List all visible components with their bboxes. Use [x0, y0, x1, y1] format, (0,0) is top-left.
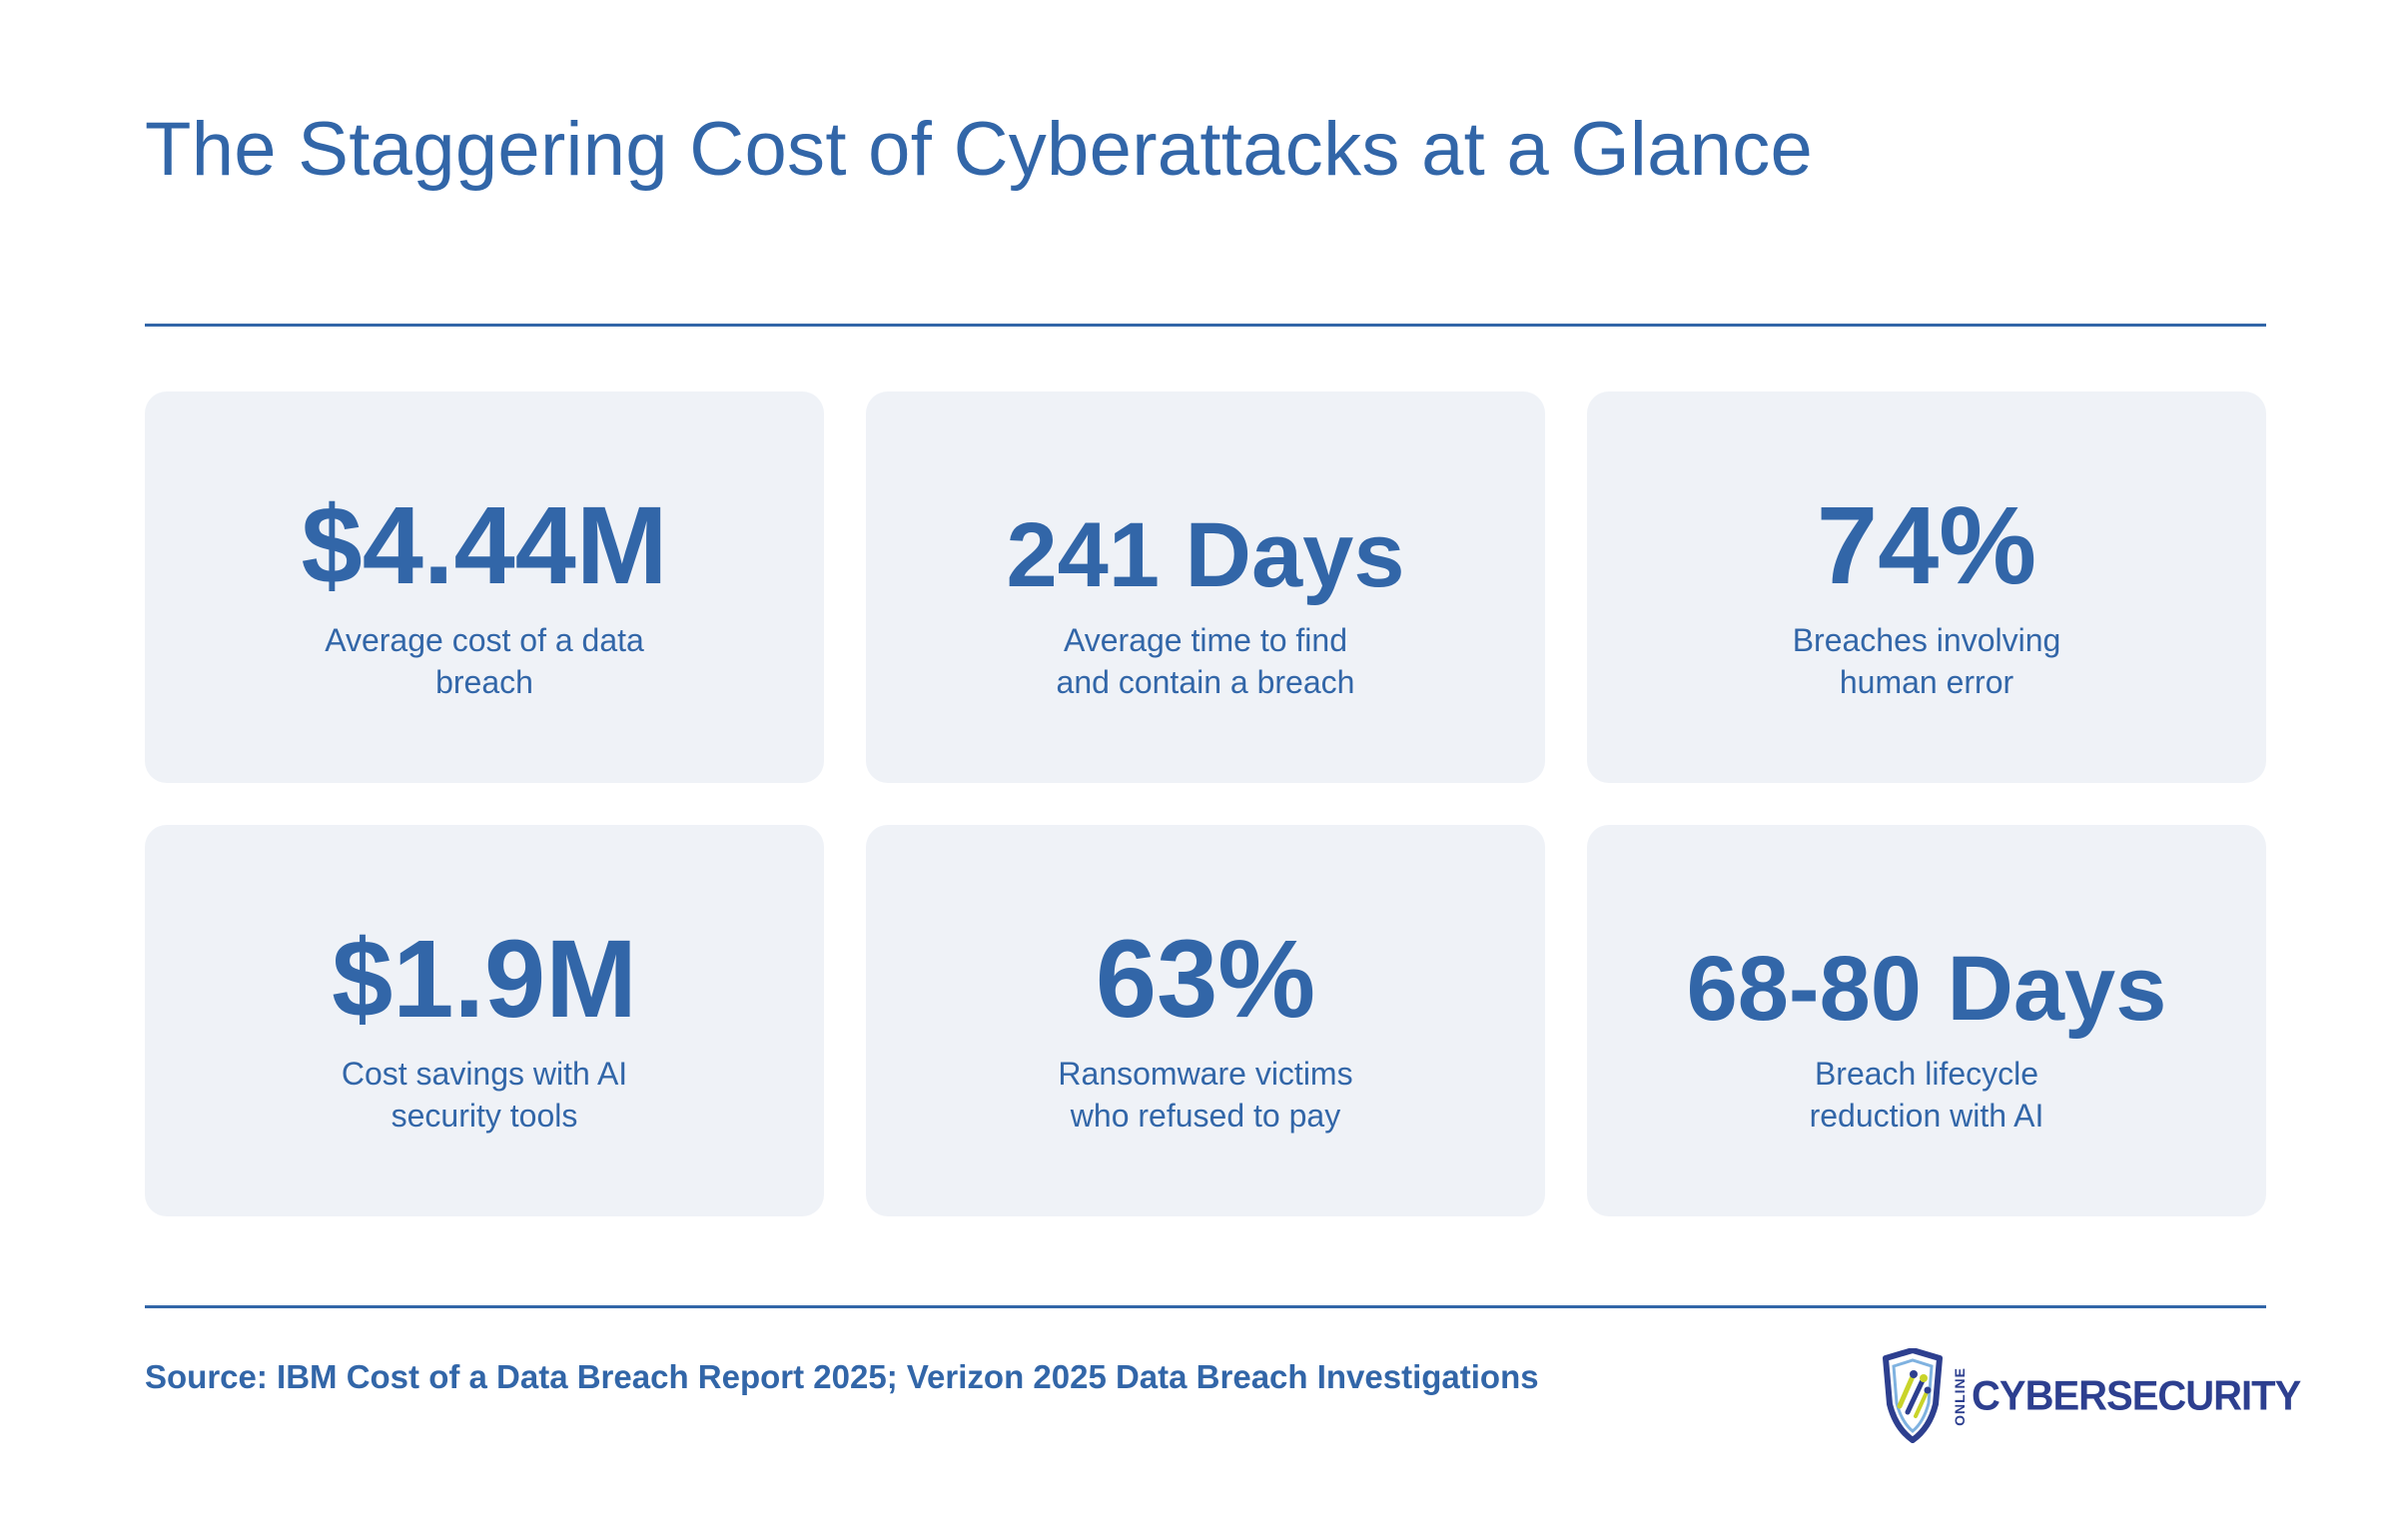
stat-label: Breach lifecycle reduction with AI [1809, 1056, 2044, 1134]
stat-label: Breaches involving human error [1792, 622, 2061, 700]
logo-text: CYBERSECURITY [1972, 1372, 2301, 1419]
stat-label: Ransomware victims who refused to pay [1058, 1056, 1353, 1134]
stat-label: Average cost of a data breach [325, 622, 644, 700]
source-citation: Source: IBM Cost of a Data Breach Report… [145, 1358, 1539, 1395]
stat-label: Average time to find and contain a breac… [1056, 622, 1355, 700]
stat-card-time-to-contain: 241 Days Average time to find and contai… [866, 391, 1545, 783]
shield-icon [1880, 1348, 1946, 1444]
top-divider [145, 324, 2266, 327]
stats-grid: $4.44M Average cost of a data breach 241… [145, 391, 2266, 1216]
stat-card-human-error: 74% Breaches involving human error [1587, 391, 2266, 783]
stat-label: Cost savings with AI security tools [341, 1056, 628, 1134]
stat-value: $1.9M [332, 918, 637, 1041]
stat-card-ransomware-refusal: 63% Ransomware victims who refused to pa… [866, 825, 1545, 1216]
stat-value: 68-80 Days [1686, 938, 2167, 1040]
stat-value: 74% [1816, 484, 2037, 607]
logo-small-text: ONLINE [1952, 1366, 1968, 1426]
bottom-divider [145, 1305, 2266, 1308]
stat-value: 63% [1095, 918, 1316, 1041]
brand-logo: ONLINE CYBERSECURITY [1880, 1346, 2301, 1446]
stat-card-lifecycle-reduction: 68-80 Days Breach lifecycle reduction wi… [1587, 825, 2266, 1216]
page-title: The Staggering Cost of Cyberattacks at a… [145, 107, 1814, 192]
stat-card-ai-savings: $1.9M Cost savings with AI security tool… [145, 825, 824, 1216]
stat-value: 241 Days [1006, 504, 1405, 606]
stat-value: $4.44M [301, 484, 668, 607]
stat-card-average-breach-cost: $4.44M Average cost of a data breach [145, 391, 824, 783]
